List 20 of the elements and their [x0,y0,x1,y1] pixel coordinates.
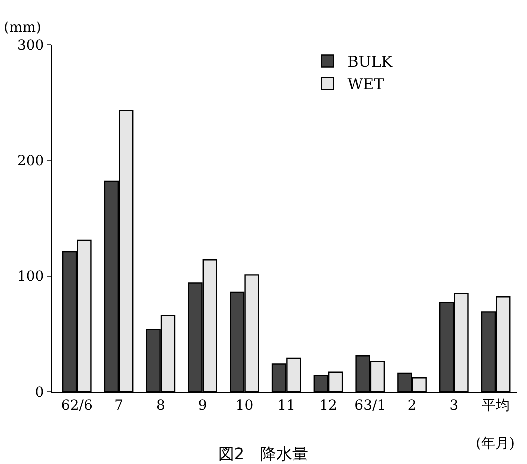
legend-label: WET [348,76,384,94]
y-tick-label: 300 [17,38,44,54]
x-tick-label: 9 [198,398,208,414]
x-tick-label: 11 [278,398,296,414]
x-tick-label: 2 [408,398,417,414]
x-tick-label: 3 [450,398,459,414]
y-tick-label: 200 [17,154,44,170]
x-tick-label: 62/6 [61,398,93,414]
x-tick-label: 平均 [482,398,510,414]
y-axis-title: (mm) [4,20,42,36]
x-tick-label: 7 [114,398,124,414]
x-axis-title: (年月) [476,436,515,452]
text: 図2 降水量 [218,444,309,464]
x-tick-label: 63/1 [354,398,386,414]
x-tick-label: 10 [236,398,254,414]
x-tick-label: 12 [320,398,338,414]
legend-label: BULK [348,53,394,72]
x-tick-label: 8 [156,398,166,414]
y-tick-label: 0 [35,384,44,401]
y-tick-label: 100 [17,269,44,286]
